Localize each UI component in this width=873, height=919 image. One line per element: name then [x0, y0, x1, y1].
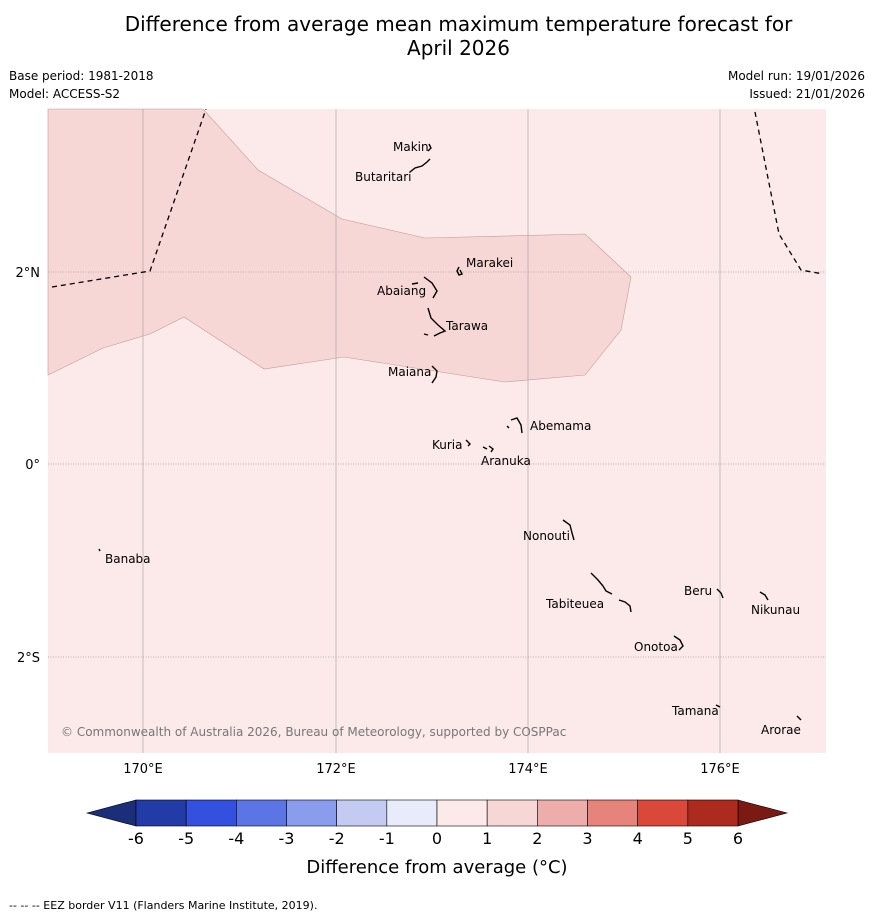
legend-tick: 0 — [432, 829, 442, 848]
legend-tick: 3 — [582, 829, 592, 848]
legend-segment — [687, 799, 739, 827]
island-tabiteuea-north — [590, 572, 613, 595]
legend-segment — [236, 799, 287, 827]
island-marakei — [456, 266, 463, 276]
legend-tick: -4 — [228, 829, 244, 848]
legend-tick: -3 — [279, 829, 295, 848]
label-aranuka: Aranuka — [481, 454, 531, 468]
island-nikunau — [759, 591, 769, 601]
eez-border-east — [754, 111, 824, 275]
island-nonouti — [562, 519, 575, 541]
label-marakei: Marakei — [466, 256, 513, 270]
label-abaiang: Abaiang — [377, 284, 426, 298]
label-tarawa: Tarawa — [445, 319, 488, 333]
label-banaba: Banaba — [105, 552, 151, 566]
island-butaritari — [409, 158, 431, 173]
island-banaba — [98, 548, 101, 552]
legend-segment — [336, 799, 388, 827]
copyright-notice: © Commonwealth of Australia 2026, Bureau… — [61, 725, 566, 739]
legend-tick: 1 — [482, 829, 492, 848]
legend-segment — [386, 799, 438, 827]
island-kuria — [465, 439, 471, 447]
eez-border-west — [51, 108, 207, 288]
legend-tick: -2 — [329, 829, 345, 848]
lon-tick-176e: 176°E — [700, 762, 740, 777]
axis-ticks: 170°E 172°E 174°E 176°E 2°N 0° 2°S — [16, 266, 740, 777]
parallel-lines — [48, 271, 826, 658]
label-nikunau: Nikunau — [751, 603, 800, 617]
legend-label: Difference from average (°C) — [306, 857, 567, 878]
band-1-2 — [47, 108, 632, 383]
model-run: Model run: 19/01/2026 — [727, 69, 865, 83]
island-tabiteuea-south — [618, 599, 632, 613]
label-maiana: Maiana — [388, 365, 431, 379]
island-aranuka — [488, 445, 494, 453]
island-abemama — [510, 417, 523, 434]
legend-segment — [486, 799, 538, 827]
island-aranuka-west — [482, 446, 488, 450]
island-maiana — [431, 365, 438, 384]
legend-tick: -1 — [379, 829, 395, 848]
lon-tick-172e: 172°E — [316, 762, 356, 777]
island-arorae — [796, 715, 802, 721]
legend-tick: 2 — [532, 829, 542, 848]
meridian-lines — [142, 109, 721, 753]
label-nonouti: Nonouti — [523, 529, 570, 543]
legend-tick: 6 — [733, 829, 743, 848]
legend-tick-labels: -6 -5 -4 -3 -2 -1 0 1 2 3 4 5 6 — [128, 829, 743, 848]
legend-segment — [587, 799, 638, 827]
eez-border — [51, 108, 824, 288]
label-tabiteuea: Tabiteuea — [545, 597, 604, 611]
label-makin: Makin — [393, 140, 429, 154]
lat-tick-0: 0° — [25, 458, 40, 473]
issued-date: Issued: 21/01/2026 — [749, 87, 865, 101]
label-arorae: Arorae — [761, 723, 801, 737]
legend-high-extend — [737, 799, 789, 827]
island-abemama-west — [506, 425, 510, 429]
island-beru — [716, 588, 724, 599]
label-tamana: Tamana — [671, 704, 719, 718]
island-abaiang-west — [411, 282, 419, 285]
island-tamana — [715, 704, 721, 708]
island-tarawa-west — [423, 333, 429, 336]
legend-tick: 5 — [683, 829, 693, 848]
legend-segment — [286, 799, 337, 827]
legend-tick: -6 — [128, 829, 144, 848]
map-title: Difference from average mean maximum tem… — [0, 12, 873, 60]
label-abemama: Abemama — [530, 419, 591, 433]
lat-tick-2s: 2°S — [17, 651, 40, 666]
base-period: Base period: 1981-2018 — [9, 69, 154, 83]
legend-tick: -5 — [178, 829, 194, 848]
label-kuria: Kuria — [432, 438, 463, 452]
legend-segment — [185, 799, 237, 827]
lon-tick-170e: 170°E — [123, 762, 163, 777]
model-name: Model: ACCESS-S2 — [9, 87, 121, 101]
legend-segment — [436, 799, 488, 827]
island-abaiang — [423, 276, 438, 299]
island-makin — [427, 143, 432, 152]
lat-tick-2n: 2°N — [16, 266, 41, 281]
legend-segment — [135, 799, 187, 827]
legend-low-extend — [85, 799, 137, 827]
legend-colorbar — [85, 799, 789, 827]
legend-tick: 4 — [633, 829, 643, 848]
label-butaritari: Butaritari — [355, 170, 412, 184]
title-line-2: April 2026 — [407, 36, 510, 60]
label-beru: Beru — [684, 584, 712, 598]
island-tarawa — [427, 307, 447, 337]
meta-left: Base period: 1981-2018 Model: ACCESS-S2 — [9, 67, 154, 103]
legend-segment — [537, 799, 588, 827]
title-line-1: Difference from average mean maximum tem… — [124, 12, 793, 36]
lon-tick-174e: 174°E — [508, 762, 548, 777]
eez-footnote: -- -- -- EEZ border V11 (Flanders Marine… — [9, 899, 318, 912]
islands — [98, 143, 802, 721]
place-labels: Makin Butaritari Marakei Abaiang Tarawa … — [105, 140, 801, 737]
island-onotoa — [673, 635, 684, 651]
label-onotoa: Onotoa — [634, 640, 678, 654]
legend-segment — [637, 799, 689, 827]
meta-right: Model run: 19/01/2026 Issued: 21/01/2026 — [728, 67, 865, 103]
